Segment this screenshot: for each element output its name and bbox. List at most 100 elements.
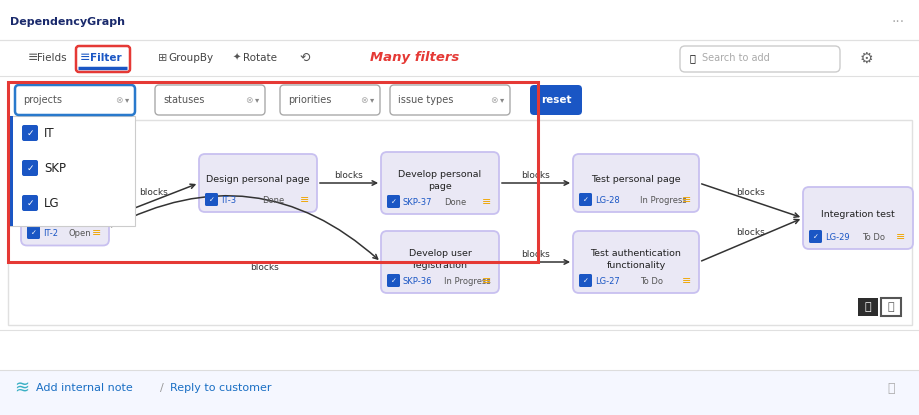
Bar <box>8 120 911 325</box>
Text: ✓: ✓ <box>27 164 34 173</box>
Text: DependencyGraph: DependencyGraph <box>10 17 125 27</box>
FancyBboxPatch shape <box>199 154 317 212</box>
FancyArrowPatch shape <box>701 220 798 261</box>
FancyBboxPatch shape <box>808 230 821 243</box>
Text: ⊗: ⊗ <box>244 95 252 105</box>
Bar <box>0 370 919 415</box>
FancyBboxPatch shape <box>279 85 380 115</box>
Text: In Progress: In Progress <box>640 195 686 205</box>
Text: GroupBy: GroupBy <box>168 53 213 63</box>
Text: ✓: ✓ <box>27 129 34 137</box>
Text: LG: LG <box>44 196 60 210</box>
Text: statuses: statuses <box>163 95 204 105</box>
FancyBboxPatch shape <box>22 160 38 176</box>
Text: /: / <box>160 383 164 393</box>
Text: blocks: blocks <box>521 171 550 180</box>
Bar <box>8 116 13 226</box>
Text: priorities: priorities <box>288 95 331 105</box>
Text: In Progress: In Progress <box>444 276 490 286</box>
Text: ▾: ▾ <box>125 95 129 105</box>
Text: Integration test: Integration test <box>821 210 894 219</box>
Text: ✓: ✓ <box>391 278 396 284</box>
Text: Develop user: Develop user <box>408 249 471 257</box>
Text: ≡: ≡ <box>28 51 39 64</box>
Text: blocks: blocks <box>736 227 765 237</box>
Text: IT-2: IT-2 <box>43 229 58 237</box>
Text: ≡: ≡ <box>681 195 690 205</box>
FancyBboxPatch shape <box>15 85 135 115</box>
Text: ≡: ≡ <box>80 51 90 64</box>
FancyBboxPatch shape <box>380 231 498 293</box>
FancyBboxPatch shape <box>390 85 509 115</box>
Text: ✓: ✓ <box>582 197 588 203</box>
Text: ···: ··· <box>891 15 904 29</box>
Text: registration: registration <box>412 261 467 269</box>
Text: ≡: ≡ <box>300 195 309 205</box>
Text: LG-29: LG-29 <box>824 232 849 242</box>
Text: ⊗: ⊗ <box>490 95 497 105</box>
Text: Develop personal: Develop personal <box>398 169 481 178</box>
FancyArrowPatch shape <box>701 184 798 217</box>
Text: Rotate: Rotate <box>243 53 277 63</box>
FancyBboxPatch shape <box>21 190 108 246</box>
Text: ✓: ✓ <box>27 198 34 208</box>
Text: Fields: Fields <box>37 53 66 63</box>
Bar <box>857 298 877 316</box>
Text: ⊗: ⊗ <box>359 95 367 105</box>
Text: ▾: ▾ <box>255 95 259 105</box>
FancyBboxPatch shape <box>529 85 582 115</box>
Text: blocks: blocks <box>250 263 279 271</box>
FancyBboxPatch shape <box>387 274 400 287</box>
Text: page: page <box>427 181 451 190</box>
Text: ✓: ✓ <box>811 234 818 240</box>
FancyBboxPatch shape <box>387 195 400 208</box>
FancyBboxPatch shape <box>380 152 498 214</box>
Text: issue types: issue types <box>398 95 453 105</box>
Text: ≡: ≡ <box>482 276 491 286</box>
Text: Done: Done <box>444 198 466 207</box>
Text: SKP: SKP <box>44 161 66 174</box>
Text: blocks: blocks <box>335 171 363 180</box>
Text: To Do: To Do <box>640 276 663 286</box>
Text: LG-28: LG-28 <box>595 195 619 205</box>
FancyBboxPatch shape <box>578 193 591 206</box>
FancyArrowPatch shape <box>111 184 195 217</box>
Text: ▾: ▾ <box>369 95 374 105</box>
Text: ▾: ▾ <box>499 95 504 105</box>
Text: blocks: blocks <box>140 188 168 197</box>
Text: ≡: ≡ <box>482 197 491 207</box>
Text: IT-3: IT-3 <box>221 195 236 205</box>
FancyArrowPatch shape <box>111 196 377 259</box>
FancyBboxPatch shape <box>578 274 591 287</box>
Text: 🖇: 🖇 <box>887 381 894 395</box>
Text: Test personal page: Test personal page <box>591 174 680 183</box>
Text: blocks: blocks <box>736 188 765 197</box>
Text: LG-27: LG-27 <box>595 276 619 286</box>
Text: 🔍: 🔍 <box>689 53 695 63</box>
Text: ≡: ≡ <box>92 228 101 238</box>
Text: ⟲: ⟲ <box>300 51 311 64</box>
FancyBboxPatch shape <box>573 231 698 293</box>
Text: Open: Open <box>69 229 92 237</box>
Text: ⚙: ⚙ <box>859 51 873 66</box>
Text: Many filters: Many filters <box>369 51 459 64</box>
Text: ⊗: ⊗ <box>115 95 122 105</box>
Text: ≡: ≡ <box>681 276 690 286</box>
Text: To Do: To Do <box>861 232 884 242</box>
FancyBboxPatch shape <box>22 195 38 211</box>
Text: ≡: ≡ <box>895 232 904 242</box>
Text: ≋: ≋ <box>14 379 29 397</box>
Text: ⊞: ⊞ <box>158 53 167 63</box>
Text: projects: projects <box>23 95 62 105</box>
Text: Done: Done <box>262 195 284 205</box>
Text: Search to add: Search to add <box>701 53 769 63</box>
Text: ✓: ✓ <box>582 278 588 284</box>
Text: SKP-37: SKP-37 <box>403 198 432 207</box>
FancyBboxPatch shape <box>205 193 218 206</box>
Text: blocks: blocks <box>521 249 550 259</box>
Text: ✓: ✓ <box>30 230 37 236</box>
Text: Filter: Filter <box>90 53 121 63</box>
FancyBboxPatch shape <box>573 154 698 212</box>
Text: ⛶: ⛶ <box>887 302 893 312</box>
Bar <box>880 298 900 316</box>
